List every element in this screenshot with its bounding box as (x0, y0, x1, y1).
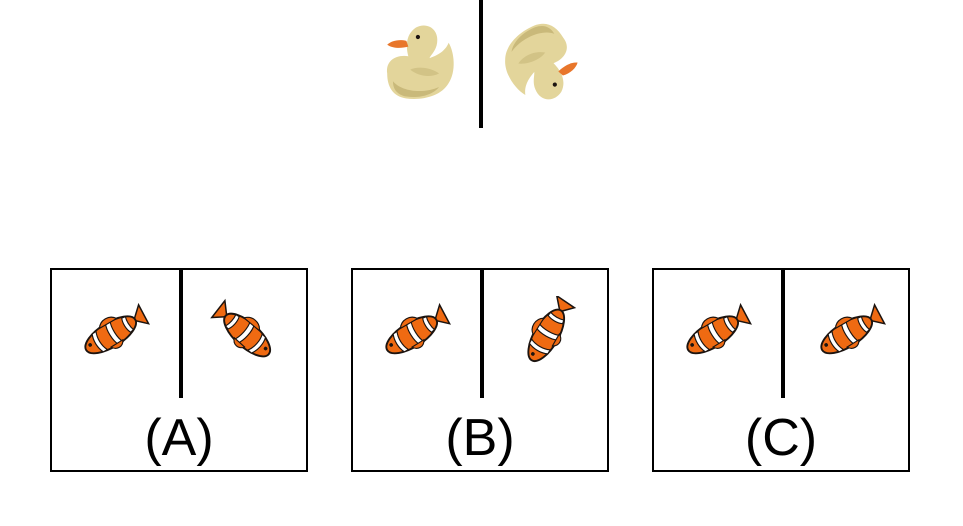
option-a-label: (A) (144, 409, 214, 467)
option-a-panel[interactable]: (A) (50, 268, 308, 472)
option-c-divider (781, 270, 785, 398)
clownfish-icon (678, 298, 752, 364)
option-b-divider (480, 270, 484, 398)
option-c-panel[interactable]: (C) (652, 268, 910, 472)
rubber-duck-rotated-icon (496, 15, 588, 110)
clownfish-icon (377, 298, 451, 364)
clownfish-rotated-icon (509, 296, 585, 372)
option-a-divider (179, 270, 183, 398)
clownfish-icon (812, 298, 886, 364)
reference-divider (479, 0, 483, 128)
option-c-label: (C) (744, 409, 818, 467)
clownfish-rotated-icon (208, 296, 284, 370)
option-b-panel[interactable]: (B) (351, 268, 609, 472)
clownfish-icon (76, 298, 150, 364)
rubber-duck-icon (386, 25, 454, 99)
option-b-label: (B) (445, 409, 515, 467)
